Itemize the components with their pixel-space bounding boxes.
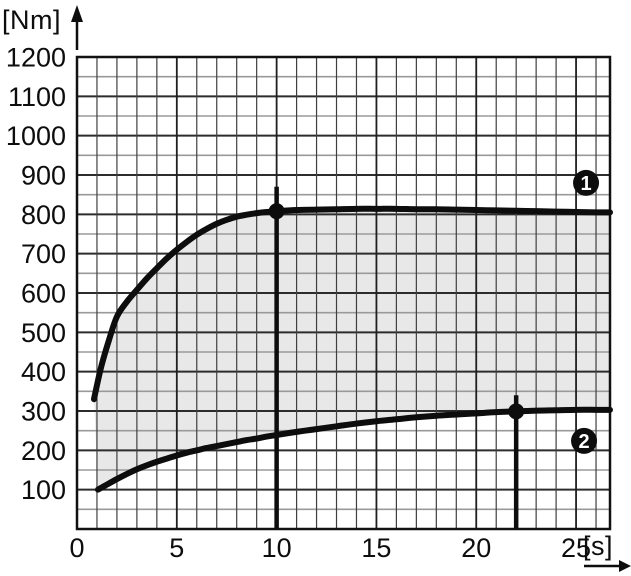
svg-text:0: 0 bbox=[69, 533, 84, 563]
series-1-badge: 1 bbox=[573, 169, 600, 196]
svg-text:25: 25 bbox=[561, 533, 591, 563]
svg-text:800: 800 bbox=[21, 200, 66, 230]
y-axis-tick-labels: 100 200 300 400 500 600 700 800 900 1000 1100 1200 bbox=[6, 42, 66, 505]
x-axis-unit-label: [s] bbox=[583, 531, 614, 561]
series-2-curve bbox=[94, 406, 613, 493]
svg-text:5: 5 bbox=[169, 533, 184, 563]
series-1-point bbox=[268, 203, 285, 220]
svg-text:1: 1 bbox=[580, 173, 591, 195]
grid bbox=[77, 57, 610, 529]
series-1: 1 bbox=[90, 169, 613, 529]
svg-text:20: 20 bbox=[461, 533, 491, 563]
svg-text:200: 200 bbox=[21, 436, 66, 466]
between-curves-fill bbox=[93, 208, 611, 490]
svg-text:15: 15 bbox=[361, 533, 391, 563]
svg-text:700: 700 bbox=[21, 239, 66, 269]
svg-text:1200: 1200 bbox=[6, 42, 66, 72]
series-2: 2 bbox=[94, 395, 613, 529]
svg-text:900: 900 bbox=[21, 160, 66, 190]
x-axis-arrow-icon bbox=[584, 560, 631, 572]
svg-text:2: 2 bbox=[578, 431, 589, 453]
plot-border bbox=[75, 55, 612, 531]
y-axis-unit-label: [Nm] bbox=[2, 5, 61, 35]
svg-text:300: 300 bbox=[21, 396, 66, 426]
svg-text:400: 400 bbox=[21, 357, 66, 387]
series-2-point bbox=[508, 403, 525, 420]
svg-text:600: 600 bbox=[21, 278, 66, 308]
series-2-badge: 2 bbox=[571, 427, 598, 454]
x-axis-tick-labels: 0 5 10 15 20 25 bbox=[69, 533, 591, 563]
svg-text:1000: 1000 bbox=[6, 121, 66, 151]
svg-text:100: 100 bbox=[21, 475, 66, 505]
svg-text:500: 500 bbox=[21, 318, 66, 348]
svg-text:1100: 1100 bbox=[8, 82, 66, 112]
y-axis-arrow-icon bbox=[71, 5, 83, 50]
svg-text:10: 10 bbox=[262, 533, 292, 563]
series-1-curve bbox=[90, 205, 613, 403]
